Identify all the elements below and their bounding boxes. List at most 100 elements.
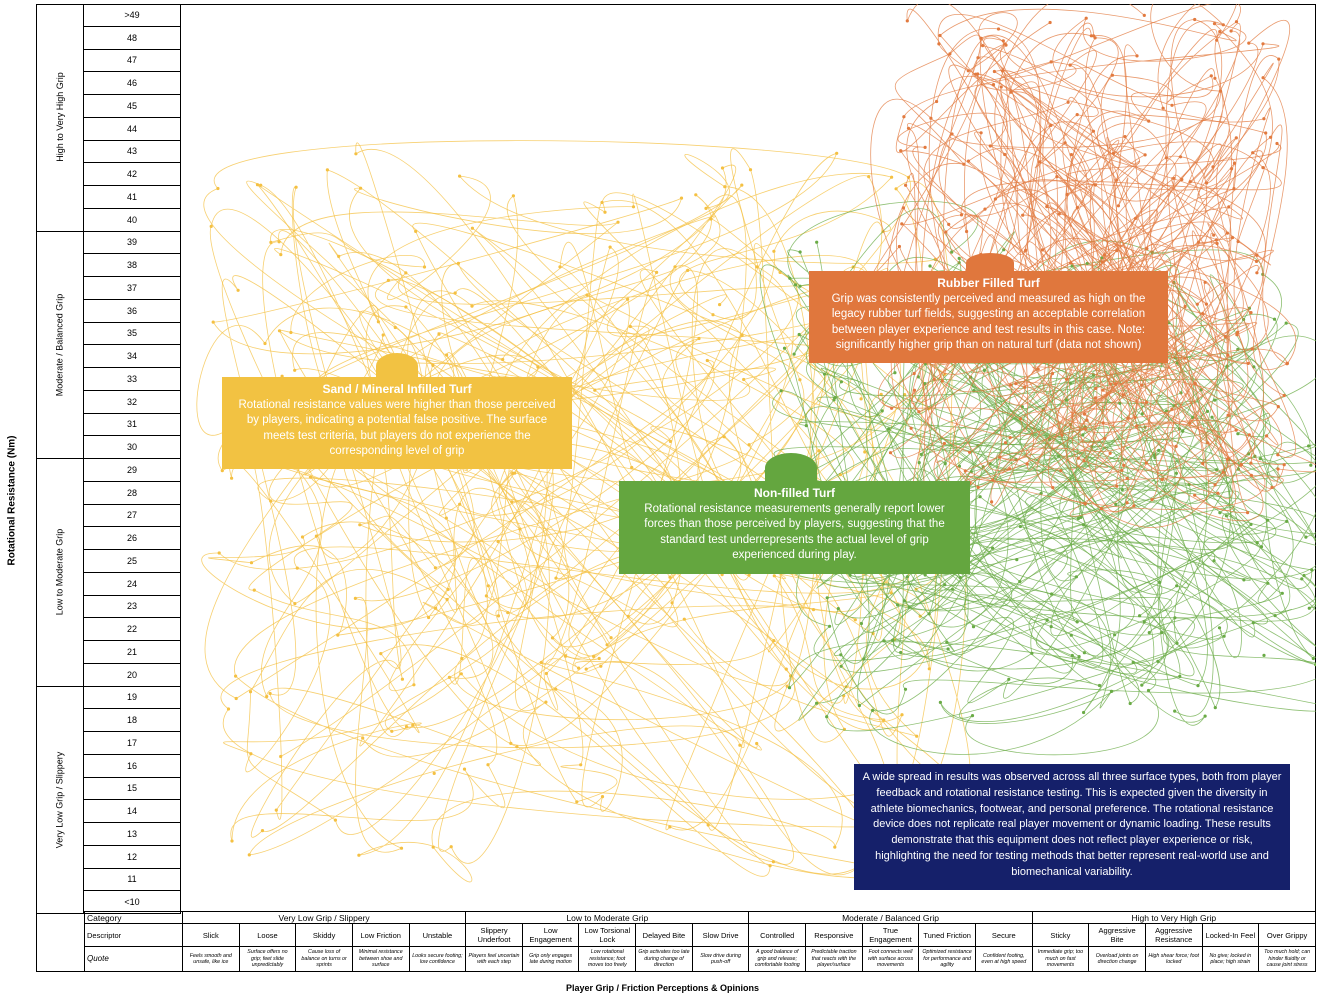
data-point: [1212, 559, 1216, 563]
y-tick-label: 37: [84, 277, 181, 300]
sand-callout-text: Rotational resistance values were higher…: [238, 398, 556, 458]
data-point: [449, 845, 453, 849]
data-point: [434, 606, 438, 610]
y-tick-label: 28: [84, 481, 181, 505]
data-point: [1003, 42, 1007, 46]
data-point: [1232, 187, 1236, 191]
data-point: [755, 265, 759, 269]
data-point: [600, 200, 604, 205]
data-point: [216, 186, 220, 191]
data-point: [1103, 436, 1107, 440]
data-point: [944, 230, 948, 234]
data-point: [792, 352, 796, 356]
data-point: [1254, 259, 1259, 263]
data-point: [839, 664, 843, 668]
data-point: [563, 654, 568, 658]
data-point: [1082, 459, 1086, 463]
data-point: [1311, 656, 1315, 661]
x-descriptor-label: Secure: [974, 923, 1033, 947]
data-point: [437, 332, 441, 336]
data-point: [1218, 30, 1222, 34]
data-point: [704, 206, 708, 210]
data-point: [1114, 502, 1118, 506]
sand-callout-title: Sand / Mineral Infilled Turf: [322, 382, 472, 396]
data-point: [1023, 385, 1027, 389]
data-point: [269, 499, 273, 503]
data-point: [912, 388, 917, 392]
data-point: [787, 686, 792, 690]
rubber-callout-title: Rubber Filled Turf: [937, 276, 1040, 290]
data-point: [1206, 441, 1210, 445]
data-point: [1030, 651, 1034, 655]
data-point: [1251, 151, 1255, 155]
data-point: [511, 194, 515, 198]
x-category-label: Low to Moderate Grip: [465, 911, 750, 924]
x-descriptor-label: Responsive: [805, 923, 863, 947]
data-point: [414, 229, 418, 233]
x-quote-label: Overload joints on direction change: [1088, 946, 1146, 972]
data-point: [1170, 407, 1174, 411]
x-descriptor-label: Controlled: [748, 923, 807, 947]
data-point: [1173, 616, 1177, 620]
data-point: [722, 435, 726, 439]
data-point: [772, 249, 776, 253]
data-point: [501, 357, 505, 362]
data-point: [1140, 383, 1144, 387]
data-point: [458, 502, 462, 506]
data-point: [1201, 312, 1205, 316]
data-point: [1204, 302, 1208, 306]
data-point: [268, 691, 272, 696]
data-point: [444, 516, 448, 520]
data-point: [923, 573, 927, 577]
data-point: [294, 185, 298, 189]
data-point: [584, 667, 588, 671]
data-point: [496, 539, 500, 544]
data-point: [1246, 361, 1250, 365]
data-point: [605, 643, 609, 647]
y-tick-label: 25: [84, 550, 181, 573]
data-point: [1015, 558, 1019, 562]
data-point: [706, 823, 710, 827]
data-point: [446, 587, 450, 592]
y-tick-label: 23: [84, 595, 181, 619]
data-point: [1280, 591, 1284, 595]
data-point: [1261, 76, 1265, 80]
data-point: [1069, 261, 1073, 265]
data-point: [1135, 54, 1139, 58]
data-point: [909, 426, 913, 430]
data-point: [609, 636, 613, 640]
data-point: [923, 145, 927, 149]
data-point: [1218, 511, 1222, 515]
data-point: [279, 253, 283, 257]
data-point: [1249, 311, 1253, 315]
data-point: [510, 500, 514, 504]
table-row-label: Category: [84, 911, 183, 924]
data-point: [1083, 427, 1087, 431]
data-point: [400, 677, 404, 681]
data-point: [1205, 409, 1210, 413]
data-point: [794, 283, 798, 287]
data-point: [249, 752, 253, 756]
data-point: [1025, 462, 1029, 466]
data-point: [379, 652, 383, 656]
series-line: [196, 180, 935, 883]
data-point: [907, 605, 911, 609]
data-point: [1113, 633, 1117, 637]
data-point: [1242, 578, 1246, 582]
data-point: [1249, 473, 1253, 477]
x-quote-label: No give; locked in place; high strain: [1201, 946, 1260, 972]
data-point: [1196, 240, 1201, 244]
data-point: [896, 603, 900, 607]
data-point: [1084, 16, 1088, 20]
x-quote-label: Slow drive during push-off: [691, 946, 750, 972]
data-point: [1045, 205, 1049, 209]
data-point: [983, 207, 987, 211]
data-point: [718, 303, 722, 307]
data-point: [603, 210, 607, 214]
data-point: [293, 368, 297, 372]
data-point: [963, 469, 967, 473]
y-tick-label: 16: [84, 754, 181, 778]
data-point: [755, 741, 759, 746]
data-point: [1302, 573, 1306, 578]
data-point: [515, 745, 519, 749]
